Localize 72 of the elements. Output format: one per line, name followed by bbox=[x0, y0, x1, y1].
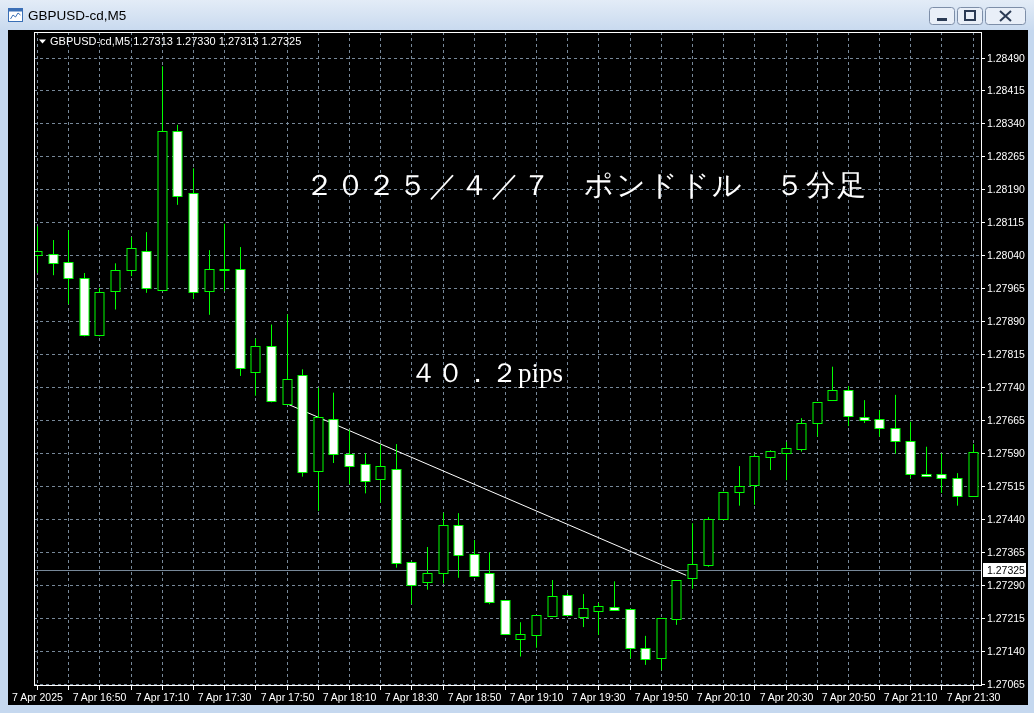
y-tick-label: 1.27290 bbox=[987, 579, 1026, 592]
candlestick bbox=[921, 446, 932, 478]
candlestick bbox=[734, 465, 745, 507]
candlestick bbox=[204, 249, 215, 316]
candlestick bbox=[890, 394, 901, 455]
y-tick-label: 1.28265 bbox=[987, 150, 1026, 163]
x-tick-label: 7 Apr 20:50 bbox=[821, 691, 876, 703]
candlestick bbox=[531, 614, 542, 649]
y-tick-label: 1.27215 bbox=[987, 612, 1026, 625]
x-tick-label: 7 Apr 20:30 bbox=[759, 691, 814, 703]
x-tick-label: 7 Apr 16:50 bbox=[72, 691, 127, 703]
y-tick-label: 1.27440 bbox=[987, 513, 1026, 526]
x-tick-label: 7 Apr 17:50 bbox=[260, 691, 315, 703]
y-tick-label: 1.27365 bbox=[987, 546, 1026, 559]
candlestick bbox=[812, 401, 823, 438]
y-tick-label: 1.27815 bbox=[987, 348, 1026, 361]
y-tick-label: 1.27515 bbox=[987, 480, 1026, 493]
y-tick-label: 1.28040 bbox=[987, 249, 1026, 262]
candlestick bbox=[375, 444, 386, 504]
x-tick-label: 7 Apr 18:50 bbox=[447, 691, 502, 703]
candlestick bbox=[609, 580, 620, 611]
y-tick-label: 1.28340 bbox=[987, 117, 1026, 130]
candlestick bbox=[34, 225, 43, 274]
candlestick bbox=[859, 399, 870, 424]
candlestick bbox=[765, 449, 776, 471]
x-tick-label: 7 Apr 21:30 bbox=[946, 691, 1001, 703]
candlestick bbox=[827, 366, 838, 401]
candlestick bbox=[952, 472, 963, 507]
x-tick-label: 7 Apr 18:10 bbox=[322, 691, 377, 703]
annotation: ４０．２pips bbox=[410, 358, 564, 388]
y-tick-label: 1.27665 bbox=[987, 414, 1026, 427]
candlestick bbox=[219, 223, 230, 292]
candlestick bbox=[63, 229, 74, 305]
candlestick bbox=[344, 429, 355, 485]
x-tick-label: 7 Apr 19:50 bbox=[634, 691, 689, 703]
y-tick-label: 1.27590 bbox=[987, 447, 1026, 460]
x-tick-label: 7 Apr 19:10 bbox=[509, 691, 564, 703]
candlestick bbox=[422, 546, 433, 591]
candlestick bbox=[593, 602, 604, 636]
candlestick bbox=[515, 621, 526, 658]
candlestick bbox=[640, 635, 651, 666]
candlestick bbox=[578, 593, 589, 628]
candlestick bbox=[874, 409, 885, 438]
annotation: GBPUSD-cd,M5 1.27313 1.27330 1.27313 1.27325 bbox=[50, 35, 302, 47]
candlestick bbox=[360, 452, 371, 494]
y-tick-label: 1.27140 bbox=[987, 645, 1026, 658]
y-tick-label: 1.28115 bbox=[987, 216, 1025, 229]
candlestick bbox=[110, 262, 121, 311]
text: GBPUSD-cd,M5 bbox=[28, 8, 127, 23]
y-tick-label: 1.27890 bbox=[987, 315, 1026, 328]
x-tick-label: 7 Apr 17:30 bbox=[197, 691, 252, 703]
candlestick bbox=[469, 539, 480, 577]
x-tick-label: 7 Apr 17:10 bbox=[135, 691, 190, 703]
x-tick-label: 7 Apr 2025 bbox=[12, 691, 64, 703]
y-tick-label: 1.27065 bbox=[987, 678, 1026, 691]
x-tick-label: 7 Apr 18:30 bbox=[384, 691, 439, 703]
candlestick bbox=[406, 561, 417, 605]
x-tick-label: 7 Apr 20:10 bbox=[696, 691, 751, 703]
candlestick bbox=[936, 452, 947, 494]
y-tick-label: 1.27740 bbox=[987, 381, 1026, 394]
candlestick bbox=[687, 522, 698, 590]
y-tick-label: 1.28190 bbox=[987, 183, 1026, 196]
candlestick bbox=[48, 239, 59, 276]
ref-line-label: 1.27325 bbox=[987, 564, 1026, 577]
candlestick bbox=[126, 236, 137, 277]
y-tick-label: 1.28490 bbox=[987, 52, 1026, 65]
y-tick-label: 1.27965 bbox=[987, 282, 1026, 295]
x-tick-label: 7 Apr 21:10 bbox=[883, 691, 938, 703]
candlestick bbox=[547, 579, 558, 618]
y-tick-label: 1.28415 bbox=[987, 84, 1026, 97]
x-tick-label: 7 Apr 19:30 bbox=[571, 691, 626, 703]
candlestick bbox=[781, 441, 792, 481]
